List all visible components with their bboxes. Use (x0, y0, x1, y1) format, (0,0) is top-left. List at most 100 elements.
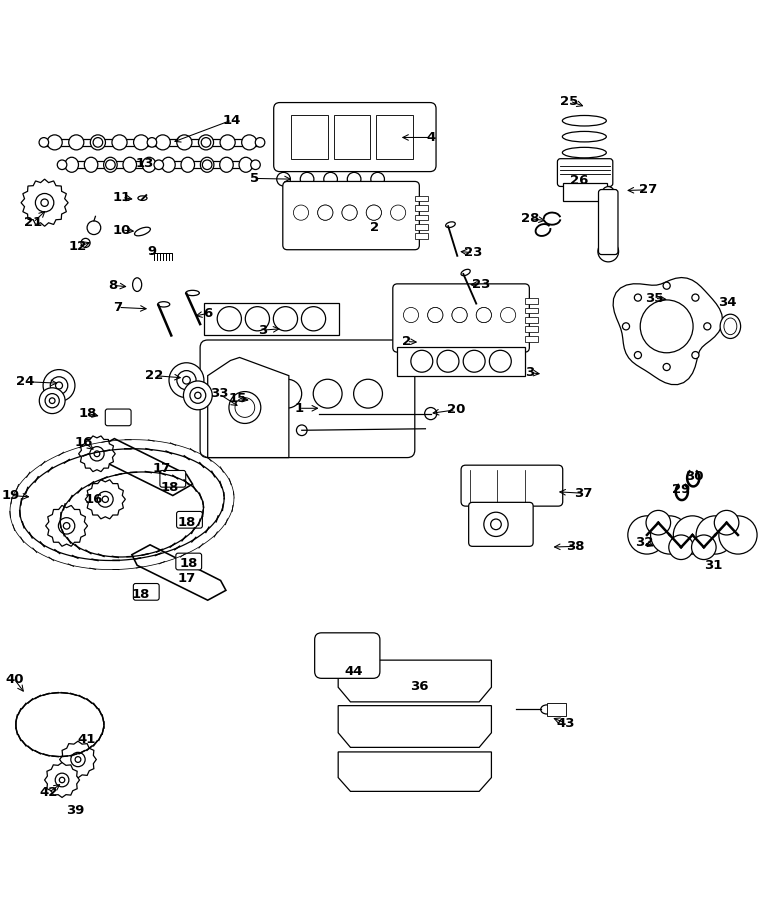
Circle shape (452, 308, 467, 322)
Circle shape (169, 363, 204, 398)
Circle shape (60, 778, 65, 783)
Circle shape (646, 510, 671, 535)
Polygon shape (613, 277, 723, 384)
Circle shape (634, 294, 642, 302)
Circle shape (190, 388, 206, 403)
FancyBboxPatch shape (134, 583, 159, 600)
Circle shape (297, 425, 307, 436)
Circle shape (245, 307, 269, 331)
FancyBboxPatch shape (598, 190, 618, 255)
Bar (291, 114, 327, 159)
Ellipse shape (177, 135, 192, 150)
Circle shape (391, 205, 406, 220)
Circle shape (201, 138, 211, 148)
Ellipse shape (198, 135, 214, 150)
Bar (415, 196, 429, 202)
Ellipse shape (220, 135, 235, 150)
Circle shape (692, 294, 699, 302)
Text: 8: 8 (108, 279, 118, 292)
Text: 31: 31 (704, 559, 723, 572)
Circle shape (703, 323, 711, 330)
Text: 18: 18 (179, 557, 198, 571)
FancyBboxPatch shape (175, 554, 201, 570)
Circle shape (93, 138, 103, 148)
Text: 35: 35 (645, 292, 664, 305)
Circle shape (81, 238, 90, 248)
Circle shape (235, 398, 255, 418)
Circle shape (57, 160, 67, 169)
Bar (415, 215, 429, 220)
Circle shape (366, 205, 382, 220)
Circle shape (256, 138, 265, 148)
Circle shape (410, 350, 433, 373)
Circle shape (491, 519, 501, 530)
Circle shape (476, 308, 491, 322)
Ellipse shape (242, 135, 257, 150)
Ellipse shape (155, 135, 170, 150)
Text: 12: 12 (69, 240, 87, 253)
Text: 18: 18 (177, 516, 195, 528)
Polygon shape (208, 357, 289, 457)
Text: 18: 18 (79, 407, 97, 420)
Circle shape (640, 300, 693, 353)
Text: 27: 27 (639, 184, 657, 196)
Ellipse shape (446, 221, 456, 228)
Ellipse shape (562, 115, 607, 126)
Circle shape (39, 388, 65, 414)
FancyBboxPatch shape (283, 182, 420, 249)
Circle shape (147, 138, 156, 148)
Ellipse shape (562, 148, 607, 157)
Circle shape (75, 757, 81, 762)
FancyBboxPatch shape (558, 158, 613, 186)
Circle shape (195, 392, 201, 399)
Circle shape (41, 199, 48, 206)
Ellipse shape (541, 705, 553, 714)
Circle shape (217, 307, 241, 331)
Circle shape (273, 379, 301, 408)
Text: 14: 14 (223, 113, 241, 127)
Circle shape (342, 205, 357, 220)
Text: 2: 2 (370, 221, 379, 234)
Text: 13: 13 (136, 157, 154, 170)
Circle shape (598, 241, 619, 262)
Text: 16: 16 (85, 493, 103, 506)
Ellipse shape (133, 278, 142, 292)
Circle shape (317, 205, 333, 220)
Text: 20: 20 (446, 403, 465, 417)
Ellipse shape (90, 135, 105, 150)
Text: 17: 17 (177, 572, 195, 586)
Text: 21: 21 (24, 216, 42, 229)
Bar (415, 224, 429, 230)
Circle shape (277, 173, 291, 186)
Circle shape (404, 308, 419, 322)
FancyBboxPatch shape (461, 465, 563, 506)
Ellipse shape (461, 269, 470, 275)
FancyBboxPatch shape (314, 633, 380, 679)
Ellipse shape (181, 158, 195, 172)
Text: 39: 39 (66, 804, 84, 817)
Circle shape (63, 523, 70, 529)
Circle shape (314, 379, 342, 408)
FancyBboxPatch shape (176, 511, 202, 528)
Circle shape (45, 393, 60, 408)
Ellipse shape (134, 227, 150, 236)
Bar (415, 233, 429, 239)
Circle shape (324, 173, 337, 186)
FancyBboxPatch shape (274, 103, 436, 172)
Text: 29: 29 (672, 483, 691, 496)
Circle shape (251, 160, 260, 169)
Ellipse shape (123, 158, 137, 172)
Ellipse shape (162, 158, 175, 172)
Circle shape (50, 398, 55, 403)
Circle shape (105, 160, 115, 169)
Bar (525, 317, 539, 323)
Polygon shape (60, 742, 96, 778)
Text: 1: 1 (295, 401, 304, 415)
Circle shape (651, 516, 689, 554)
Circle shape (183, 381, 212, 410)
Circle shape (342, 205, 357, 220)
Bar (525, 336, 539, 341)
Ellipse shape (562, 131, 607, 142)
Circle shape (202, 160, 212, 169)
Circle shape (452, 308, 467, 322)
